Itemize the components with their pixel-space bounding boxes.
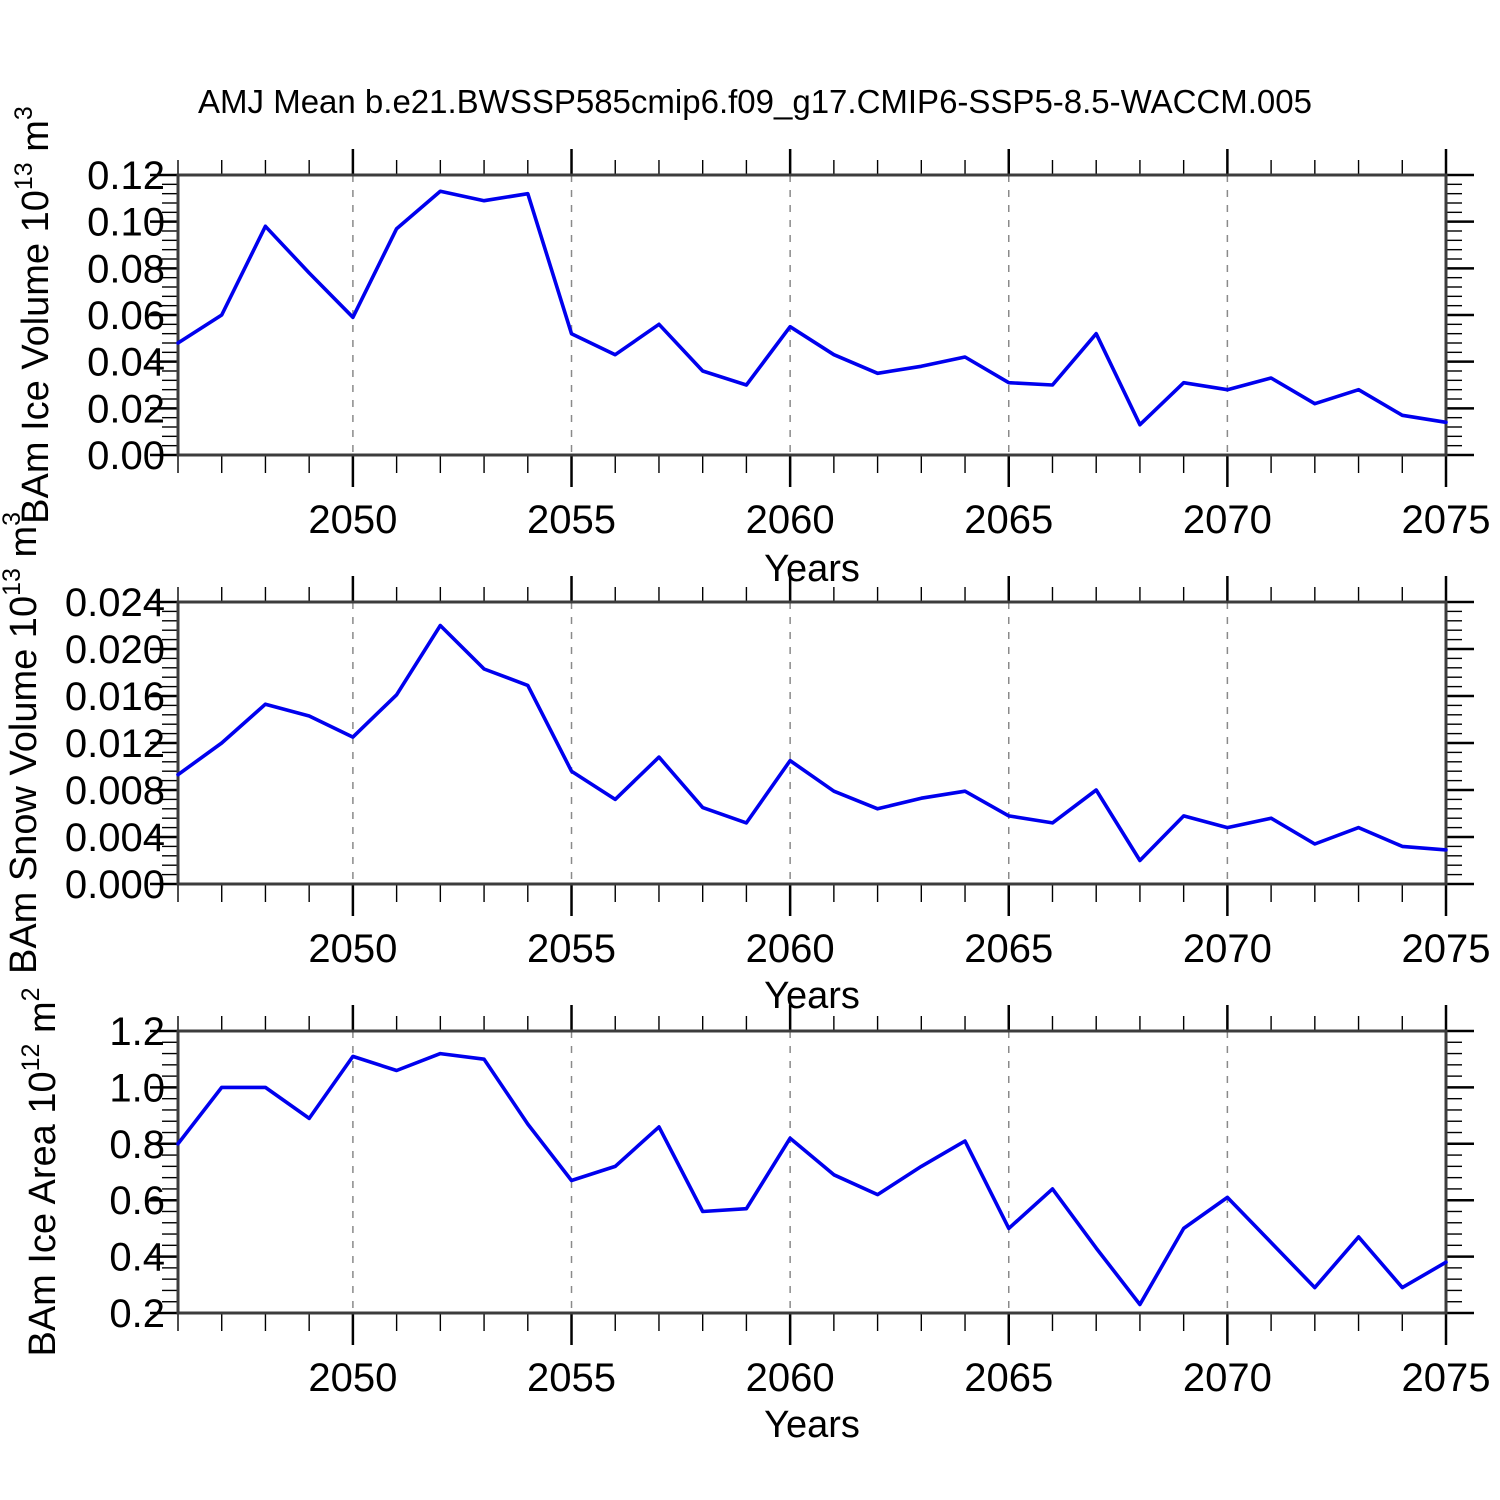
x-tick-label: 2070: [1183, 1356, 1272, 1400]
y-tick-label: 0.000: [65, 863, 165, 907]
x-tick-label: 2075: [1402, 927, 1491, 971]
x-tick-label: 2070: [1183, 498, 1272, 542]
y-tick-label: 0.06: [87, 294, 165, 338]
snow-volume-x-axis-title: Years: [764, 975, 860, 1017]
x-tick-label: 2065: [964, 498, 1053, 542]
y-tick-label: 0.10: [87, 201, 165, 245]
data-line-bam-ice-area: [176, 1051, 1448, 1307]
x-tick-label: 2065: [964, 1356, 1053, 1400]
y-tick-label: 0.8: [109, 1123, 165, 1167]
ice-volume-y-axis-title: BAm Ice Volume 1013 m3: [10, 106, 57, 524]
y-tick-label: 0.024: [65, 581, 165, 625]
x-tick-label: 2060: [746, 498, 835, 542]
x-tick-label: 2070: [1183, 927, 1272, 971]
plot-frame: [176, 600, 1448, 886]
x-tick-label: 2050: [308, 498, 397, 542]
y-tick-label: 0.016: [65, 675, 165, 719]
snow-volume-y-axis-title: BAm Snow Volume 1013 m3: [0, 512, 45, 974]
chart-bam-snow-volume: 2050 2055 2060 2065 2070 20750.0000.0040.0080…: [65, 576, 1491, 971]
y-tick-label: 0.6: [109, 1179, 165, 1223]
x-tick-label: 2075: [1402, 1356, 1491, 1400]
x-tick-label: 2050: [308, 927, 397, 971]
x-tick-label: 2055: [527, 498, 616, 542]
y-tick-label: 1.0: [109, 1066, 165, 1110]
data-line-bam-snow-volume: [176, 623, 1448, 863]
x-tick-label: 2060: [746, 1356, 835, 1400]
y-tick-label: 0.04: [87, 341, 165, 385]
y-tick-label: 0.004: [65, 816, 165, 860]
ice-area-y-axis-title: BAm Ice Area 1012 m2: [17, 987, 64, 1356]
chart-bam-ice-area: 2050 2055 2060 2065 2070 2075 0.2 0.4 0.6 0.8 1.0 1…: [109, 1005, 1490, 1400]
chart-title: AMJ Mean b.e21.BWSSP585cmip6.f09_g17.CMI…: [198, 83, 1312, 120]
ice-volume-x-axis-title: Years: [764, 548, 860, 590]
data-line-bam-ice-volume: [176, 189, 1448, 427]
y-tick-label: 0.012: [65, 722, 165, 766]
chart-bam-ice-volume: 2050 2055 2060 2065 2070 2075 0.000.020.040.06…: [87, 149, 1490, 542]
y-tick-label: 0.4: [109, 1236, 165, 1280]
x-tick-label: 2075: [1402, 498, 1491, 542]
y-tick-label: 0.12: [87, 154, 165, 198]
generated-plots: 2050 2055 2060 2065 2070 2075 0.000.020.040.06…: [65, 149, 1491, 1400]
y-tick-label: 0.020: [65, 628, 165, 672]
y-tick-label: 0.008: [65, 769, 165, 813]
y-tick-label: 0.08: [87, 247, 165, 291]
plot-frame: [176, 1029, 1448, 1315]
x-tick-label: 2050: [308, 1356, 397, 1400]
y-tick-label: 0.02: [87, 387, 165, 431]
ice-area-x-axis-title: Years: [764, 1404, 860, 1446]
x-tick-label: 2065: [964, 927, 1053, 971]
y-tick-label: 0.00: [87, 434, 165, 478]
x-tick-label: 2055: [527, 927, 616, 971]
x-tick-label: 2060: [746, 927, 835, 971]
plot-frame: [176, 173, 1448, 457]
y-tick-label: 0.2: [109, 1292, 165, 1336]
y-tick-label: 1.2: [109, 1010, 165, 1054]
x-tick-label: 2055: [527, 1356, 616, 1400]
